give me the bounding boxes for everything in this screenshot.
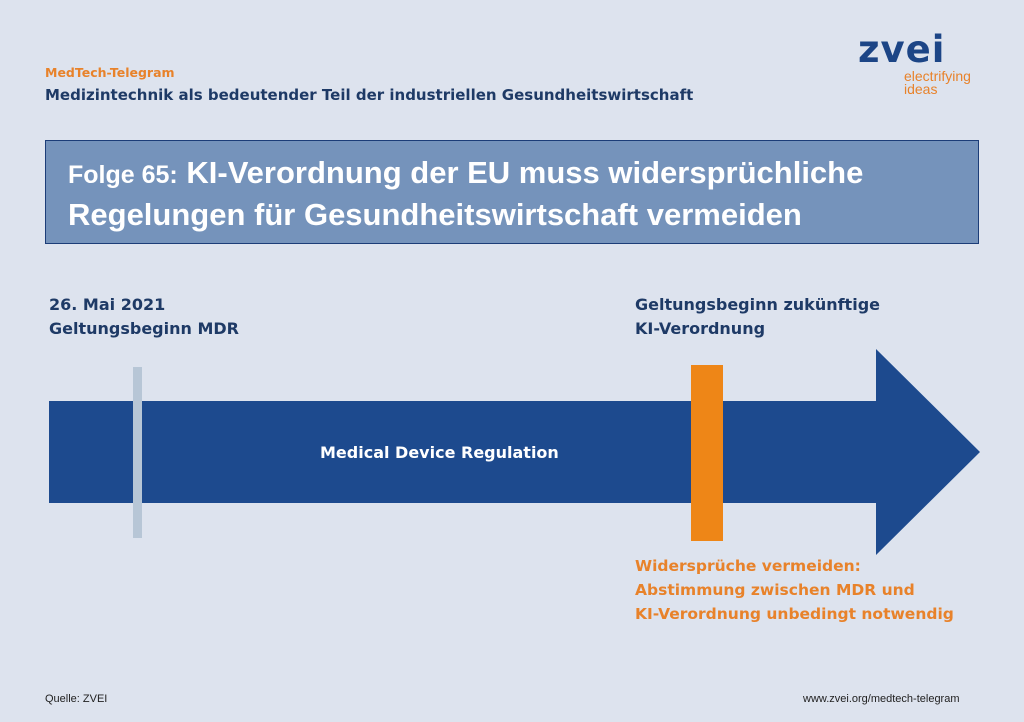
- marker-1-label: 26. Mai 2021 Geltungsbeginn MDR: [49, 293, 239, 341]
- note-line-1: Widersprüche vermeiden:: [635, 557, 861, 575]
- note-line-2: Abstimmung zwischen MDR und: [635, 581, 915, 599]
- title-text-1: KI-Verordnung der EU muss widersprüchlic…: [186, 155, 864, 190]
- title-line-2: Regelungen für Gesundheitswirtschaft ver…: [68, 197, 802, 232]
- timeline-arrow: [49, 349, 980, 555]
- arrow-label: Medical Device Regulation: [320, 443, 559, 462]
- marker-1-date: 26. Mai 2021: [49, 295, 166, 314]
- note-line-3: KI-Verordnung unbedingt notwendig: [635, 605, 954, 623]
- kicker: MedTech-Telegram: [45, 65, 175, 80]
- marker-2-label: Geltungsbeginn zukünftige KI-Verordnung: [635, 293, 880, 341]
- logo-tagline-1: electrifying: [904, 68, 971, 84]
- zvei-logo: zvei electrifying ideas: [858, 28, 971, 97]
- page-subtitle: Medizintechnik als bedeutender Teil der …: [45, 86, 694, 104]
- title-line-1: Folge 65: KI-Verordnung der EU muss wide…: [68, 155, 863, 191]
- title-box: Folge 65: KI-Verordnung der EU muss wide…: [45, 140, 979, 244]
- note-text: Widersprüche vermeiden: Abstimmung zwisc…: [635, 554, 954, 626]
- marker-2-line-1: Geltungsbeginn zukünftige: [635, 295, 880, 314]
- logo-wordmark: zvei: [858, 28, 946, 71]
- footer-url: www.zvei.org/medtech-telegram: [803, 693, 960, 705]
- source-note: Quelle: ZVEI: [45, 693, 108, 705]
- marker-1-bar: [133, 367, 142, 538]
- title-prefix: Folge 65:: [68, 161, 178, 189]
- marker-2-line-2: KI-Verordnung: [635, 319, 766, 338]
- marker-1-description: Geltungsbeginn MDR: [49, 319, 239, 338]
- marker-2-bar: [691, 365, 723, 541]
- logo-tagline-2: ideas: [904, 81, 938, 97]
